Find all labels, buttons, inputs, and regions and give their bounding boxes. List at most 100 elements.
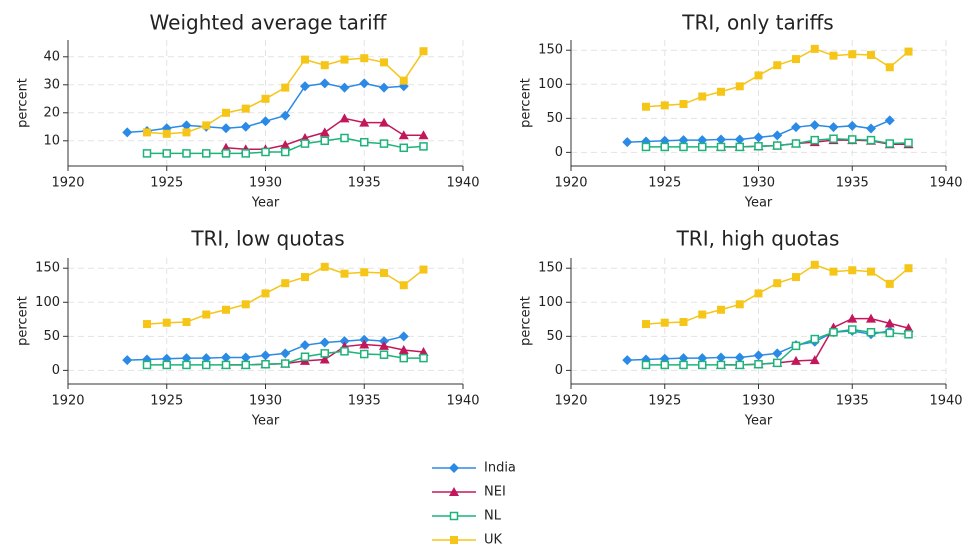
marker (885, 328, 894, 338)
marker (698, 310, 707, 319)
marker (182, 360, 191, 370)
marker (866, 123, 876, 134)
x-tick-label: 1930 (742, 176, 775, 191)
marker (222, 305, 230, 314)
marker (261, 147, 270, 157)
marker (281, 83, 290, 92)
marker (847, 313, 858, 323)
x-tick-label: 1920 (554, 176, 587, 191)
marker (828, 122, 839, 133)
marker (221, 149, 231, 158)
marker (143, 128, 151, 137)
marker (319, 127, 330, 137)
y-tick-label: 10 (43, 133, 60, 148)
marker (809, 355, 820, 365)
marker (848, 325, 857, 334)
marker (848, 266, 857, 275)
marker (339, 336, 350, 347)
y-tick-label: 50 (546, 329, 563, 344)
marker (182, 318, 191, 327)
marker (339, 82, 350, 93)
marker (698, 360, 707, 370)
marker (300, 352, 310, 362)
marker (697, 135, 708, 146)
marker (885, 139, 894, 148)
marker (791, 122, 801, 133)
marker (260, 116, 271, 127)
marker (398, 331, 409, 342)
x-tick-label: 1920 (554, 394, 587, 409)
marker (754, 289, 763, 298)
marker (810, 44, 819, 53)
marker (716, 360, 726, 370)
y-tick-label: 0 (555, 363, 563, 378)
marker (162, 318, 171, 327)
y-tick-label: 20 (43, 105, 60, 120)
marker (866, 327, 876, 337)
marker (679, 100, 688, 109)
marker (735, 82, 744, 91)
y-tick-label: 50 (43, 329, 60, 344)
x-tick-label: 1925 (150, 394, 183, 409)
marker (260, 350, 271, 361)
marker (697, 353, 708, 364)
marker (791, 341, 801, 351)
y-tick-label: 100 (35, 295, 60, 310)
marker (300, 139, 310, 148)
marker (848, 135, 857, 144)
marker (642, 102, 650, 111)
marker (240, 352, 251, 363)
y-tick-label: 50 (546, 111, 563, 126)
y-tick-label: 100 (538, 295, 563, 310)
x-axis-label: Year (251, 196, 280, 211)
marker (810, 260, 819, 269)
marker (142, 360, 152, 370)
marker (143, 320, 151, 329)
marker (810, 334, 819, 344)
marker (450, 536, 458, 544)
marker (360, 349, 369, 359)
x-axis-label: Year (251, 414, 280, 429)
marker (885, 279, 894, 288)
marker (379, 139, 389, 148)
marker (717, 305, 725, 314)
x-tick-label: 1930 (249, 176, 282, 191)
marker (734, 352, 745, 363)
marker (698, 92, 707, 101)
marker (717, 87, 725, 96)
marker (753, 132, 764, 143)
legend-label: India (484, 461, 516, 476)
marker (280, 110, 291, 121)
marker (449, 511, 459, 521)
x-tick-label: 1940 (446, 394, 479, 409)
marker (716, 134, 726, 145)
marker (379, 350, 389, 359)
x-tick-label: 1940 (446, 176, 479, 191)
marker (867, 267, 875, 276)
y-tick-label: 30 (43, 77, 60, 92)
marker (241, 360, 250, 370)
marker (398, 344, 409, 354)
marker (399, 353, 408, 363)
marker (792, 273, 800, 282)
x-tick-label: 1930 (249, 394, 282, 409)
marker (202, 310, 211, 319)
marker (221, 123, 231, 134)
y-tick-label: 150 (538, 261, 563, 276)
marker (320, 262, 329, 271)
x-tick-label: 1930 (742, 394, 775, 409)
y-tick-label: 0 (52, 363, 60, 378)
marker (660, 142, 669, 152)
marker (300, 340, 310, 351)
marker (359, 339, 370, 349)
marker (885, 63, 894, 72)
marker (829, 134, 838, 144)
marker (791, 139, 801, 148)
y-axis-label: percent (519, 78, 534, 128)
marker (300, 81, 310, 92)
chart-title: Weighted average tariff (150, 11, 388, 35)
marker (829, 327, 838, 337)
marker (641, 142, 651, 152)
marker (261, 359, 270, 369)
